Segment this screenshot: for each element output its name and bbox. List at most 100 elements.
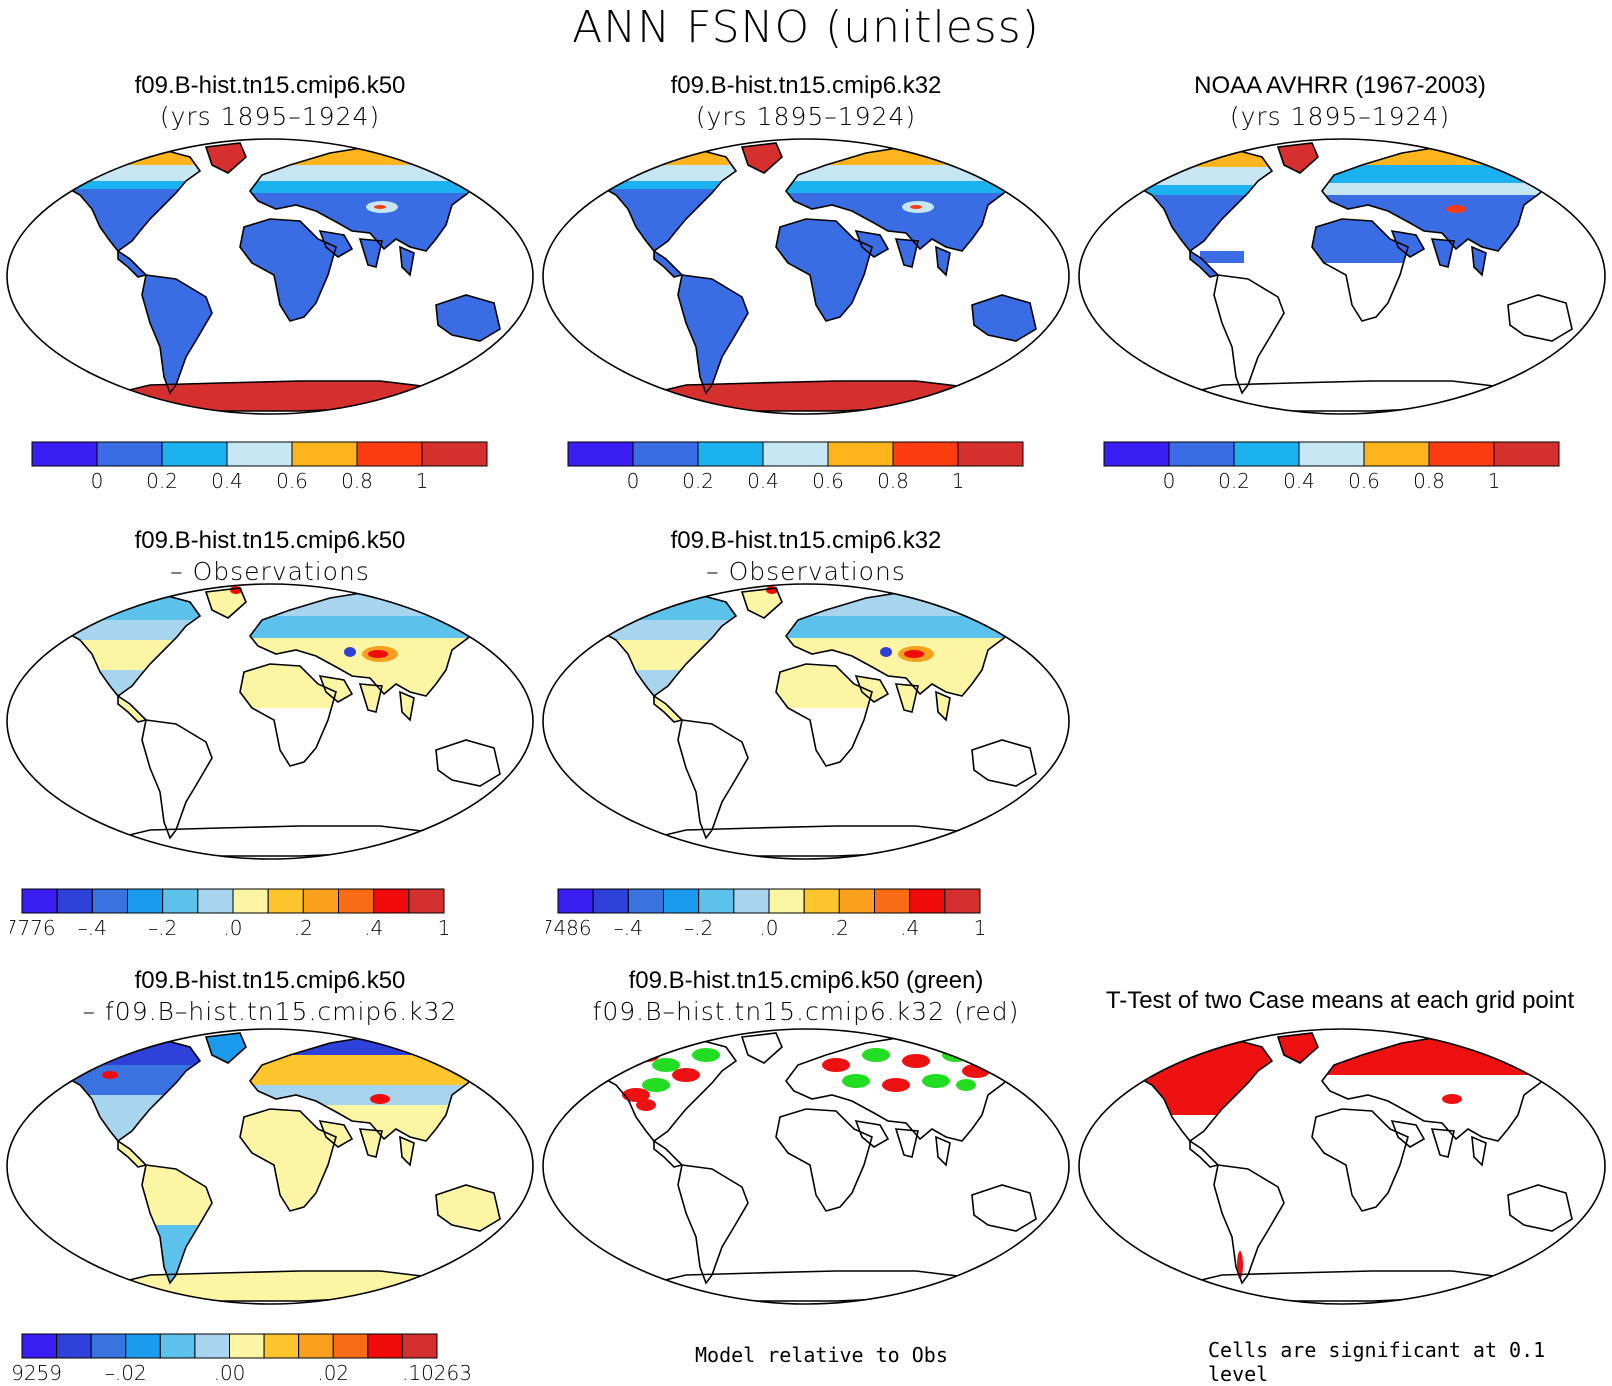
coastline-seasia [399,245,415,277]
colorbar-cell [21,1333,58,1359]
panel-5-title-line2: – Observations [706,557,906,586]
colorbar-cell [1298,441,1365,467]
colorbar-cell [592,888,629,914]
coastline-eurasia [248,1034,483,1142]
field-patch [102,1071,118,1079]
field-patch [902,1054,930,1068]
field-patch [652,1058,680,1072]
panel-3-title: NOAA AVHRR (1967-2003) (yrs 1895–1924) [1080,70,1600,132]
snow-band [60,620,200,640]
colorbar-tick-label: –.7486 [546,916,592,940]
coastline-camerica [1189,1139,1220,1168]
coastline-australia [971,294,1037,342]
field-patch [622,1088,650,1102]
coastline-australia [435,294,501,342]
land-africa [240,1109,336,1211]
snow-band [596,181,736,189]
land-africa [1312,1109,1408,1211]
panel-6-title-line2: – f09.B–hist.tn15.cmip6.k32 [82,997,458,1026]
land-australia [972,740,1036,786]
colorbar-cell [421,441,488,467]
coastline-australia [1507,294,1573,342]
field-patch [462,602,478,610]
coastline-arabia [318,229,354,258]
coastline-camerica [653,249,684,278]
land-india [1432,239,1454,267]
panel-6-title-line1: f09.B-hist.tn15.cmip6.k50 [134,967,406,994]
coastline-namerica [59,1038,202,1143]
coastline-eurasia [248,589,483,697]
field-patch [434,153,454,161]
coastline-seasia [1471,1135,1487,1167]
land-samerica [142,1165,212,1283]
field-patch [882,1078,910,1092]
colorbar-cell [698,888,735,914]
land-australia [1508,295,1572,341]
coastline-india [358,683,383,713]
coastline-namerica [595,1038,738,1143]
colorbar-cell [91,888,129,914]
coastline-camerica [117,1139,148,1168]
colorbar-cell [96,441,163,467]
coastline-greenland [204,587,247,619]
colorbar-cell [267,888,304,914]
colorbar-panel-3: 0 0.2 0.4 0.6 0.8 1 [1103,441,1560,493]
land-samerica [678,720,748,838]
colorbar-cell [1168,441,1235,467]
colorbar-tick-label: .10263 [402,1361,472,1385]
coastline-namerica [59,148,202,253]
map-panel-4 [6,583,534,860]
land-camerica [654,1141,682,1167]
field-patch [1442,1094,1462,1104]
colorbar-tick-label: –.4 [614,916,643,940]
colorbar-panel-2: 0 0.2 0.4 0.6 0.8 1 [567,441,1024,493]
map-panel-2 [542,138,1070,415]
land-india [1432,1129,1454,1157]
land-samerica [142,720,212,838]
coastline-arabia [854,1119,890,1148]
coastline-arabia [854,229,890,258]
land-samerica [142,275,212,393]
coastline-australia [435,1184,501,1232]
coastline-eurasia [784,144,1019,252]
land-india [360,239,382,267]
land-camerica [654,696,682,722]
coastline-camerica [653,1139,684,1168]
colorbar-cell [373,888,410,914]
colorbar-cell [567,441,634,467]
coastline-india [1430,238,1455,268]
field-patch [922,1074,950,1088]
colorbar-cell [803,888,840,914]
snow-band [250,181,482,193]
colorbar-cell [1428,441,1495,467]
panel-8-title-line1: T-Test of two Case means at each grid po… [1105,987,1575,1014]
colorbar-cell [263,1333,300,1359]
colorbar-tick-label: 1 [416,469,429,493]
colorbar-cell [408,888,445,914]
colorbar-cell [838,888,876,914]
land-india [896,1129,918,1157]
coastline-india [358,1128,383,1158]
coastline-seasia [399,690,415,722]
colorbar-cell [632,441,699,467]
field-patch [636,1099,656,1111]
snow-band [596,620,736,640]
coastline-camerica [653,694,684,723]
colorbar-cell [557,888,594,914]
colorbar-panel-5: –.7486 –.4 –.2 .0 .2 .4 1 [546,888,986,940]
snow-band [60,181,200,189]
colorbar-tick-label: –.2 [148,916,177,940]
coastline-arabia [318,1119,354,1148]
colorbar-cell [401,1333,438,1359]
colorbar-tick-label: 0.6 [812,469,844,493]
colorbar-cell [762,441,829,467]
field-patch [370,1094,390,1104]
colorbar-tick-label: 1 [438,916,451,940]
coastline-africa [239,218,337,322]
land-arabia [1392,1121,1424,1147]
field-patch [374,205,386,209]
colorbar-tick-label: –.02 [105,1361,147,1385]
land-arabia [856,231,888,257]
panel-2-title: f09.B-hist.tn15.cmip6.k32 (yrs 1895–1924… [546,70,1066,132]
land-australia [436,295,500,341]
